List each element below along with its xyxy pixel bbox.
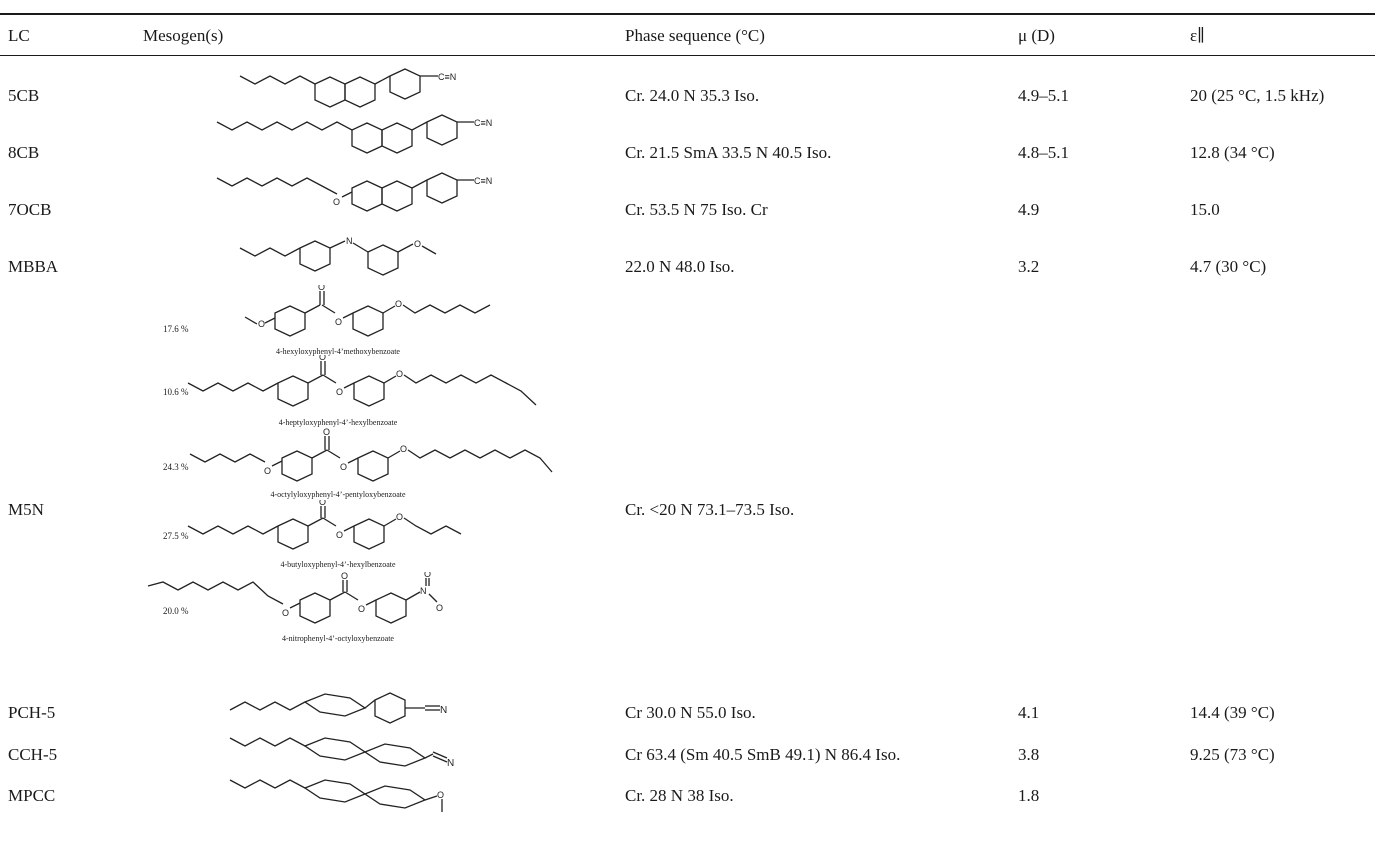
svg-text:O: O [437,790,444,800]
m5n-component-name: 4-nitrophenyl-4’-octyloxybenzoate [282,634,394,643]
m5n-component-percent: 24.3 % [163,462,189,472]
row-m5n-lc: M5N [8,500,44,519]
nitrile-label: C≡N [438,72,456,82]
oxygen-label: O [414,239,421,249]
m5n-component-name: 4-heptyloxyphenyl-4’-hexylbenzoate [278,418,398,427]
structure-mpcc: O [225,768,505,818]
svg-text:O: O [318,285,325,292]
row-5cb-lc: 5CB [8,86,40,105]
row-7ocb-phase: Cr. 53.5 N 75 Iso. Cr [625,200,768,219]
svg-text:O: O [396,369,403,379]
table-header-rule [0,55,1375,56]
structure-7ocb: O C≡N [212,166,512,231]
row-pch5-mu: 4.1 [1018,703,1040,722]
structure-m5n-component-1: O O O O [240,285,520,345]
row-8cb-lc: 8CB [8,143,40,162]
nitro-n-label: N [420,586,427,596]
row-mpcc-mu: 1.8 [1018,786,1040,805]
m5n-component-name: 4-hexyloxyphenyl-4’methoxybenzoate [276,347,400,356]
oxygen-label: O [333,197,340,207]
svg-text:O: O [336,530,343,540]
row-7ocb-mu: 4.9 [1018,200,1040,219]
structure-8cb: C≡N [212,110,512,175]
row-mbba-lc: MBBA [8,257,59,276]
row-7ocb-eps: 15.0 [1190,200,1220,219]
m5n-component-percent: 10.6 % [163,387,189,397]
svg-text:O: O [282,608,289,618]
svg-text:O: O [358,604,365,614]
header-dielectric-permittivity: ε∥ [1190,26,1205,45]
structure-m5n-component-5: O O O N O O [140,572,480,637]
row-pch5-lc: PCH-5 [8,703,56,722]
svg-text:O: O [264,466,271,476]
header-lc: LC [8,26,30,45]
imine-n-label: N [346,236,353,246]
svg-text:O: O [424,572,431,579]
svg-text:N: N [440,705,447,716]
row-5cb-phase: Cr. 24.0 N 35.3 Iso. [625,86,760,105]
structure-5cb: C≡N [230,62,510,122]
row-m5n-phase: Cr. <20 N 73.1–73.5 Iso. [625,500,795,519]
row-mbba-phase: 22.0 N 48.0 Iso. [625,257,735,276]
structure-m5n-component-2: O O O [180,355,560,415]
structure-pch5: N [225,680,505,730]
m5n-component-name: 4-octylyloxyphenyl-4’-pentyloxybenzoate [270,490,406,499]
svg-text:O: O [335,317,342,327]
row-cch5-phase: Cr 63.4 (Sm 40.5 SmB 49.1) N 86.4 Iso. [625,745,901,764]
m5n-component-percent: 27.5 % [163,531,189,541]
svg-text:O: O [396,512,403,522]
row-cch5-eps: 9.25 (73 °C) [1190,745,1275,764]
structure-mbba: N O [232,230,502,290]
m5n-component-percent: 20.0 % [163,606,189,616]
svg-text:O: O [336,387,343,397]
row-5cb-mu: 4.9–5.1 [1018,86,1069,105]
row-cch5-mu: 3.8 [1018,745,1040,764]
table-top-rule [0,13,1375,15]
svg-text:O: O [340,462,347,472]
svg-text:O: O [395,299,402,309]
header-mesogens: Mesogen(s) [143,26,224,45]
row-mbba-mu: 3.2 [1018,257,1040,276]
svg-text:O: O [323,428,330,437]
row-mpcc-lc: MPCC [8,786,56,805]
row-cch5-lc: CCH-5 [8,745,58,764]
structure-m5n-component-4: O O O [180,500,520,560]
svg-text:O: O [319,355,326,362]
structure-cch5: N [225,726,505,771]
svg-text:O: O [258,319,265,329]
svg-text:N: N [447,758,454,769]
row-8cb-phase: Cr. 21.5 SmA 33.5 N 40.5 Iso. [625,143,832,162]
svg-text:O: O [319,500,326,507]
row-5cb-eps: 20 (25 °C, 1.5 kHz) [1190,86,1325,105]
row-mpcc-phase: Cr. 28 N 38 Iso. [625,786,734,805]
row-7ocb-lc: 7OCB [8,200,52,219]
svg-text:O: O [400,444,407,454]
svg-text:O: O [436,603,443,613]
header-dipole-moment: μ (D) [1018,26,1055,45]
m5n-component-percent: 17.6 % [163,324,189,334]
header-phase-sequence: Phase sequence (°C) [625,26,765,45]
row-mbba-eps: 4.7 (30 °C) [1190,257,1267,276]
row-pch5-eps: 14.4 (39 °C) [1190,703,1275,722]
m5n-component-name: 4-butyloxyphenyl-4’-hexylbenzoate [280,560,396,569]
nitrile-label: C≡N [474,176,492,186]
structure-m5n-component-3: O O O O [180,428,560,490]
row-8cb-eps: 12.8 (34 °C) [1190,143,1275,162]
row-pch5-phase: Cr 30.0 N 55.0 Iso. [625,703,756,722]
nitrile-label: C≡N [474,118,492,128]
row-8cb-mu: 4.8–5.1 [1018,143,1069,162]
svg-text:O: O [341,572,348,581]
